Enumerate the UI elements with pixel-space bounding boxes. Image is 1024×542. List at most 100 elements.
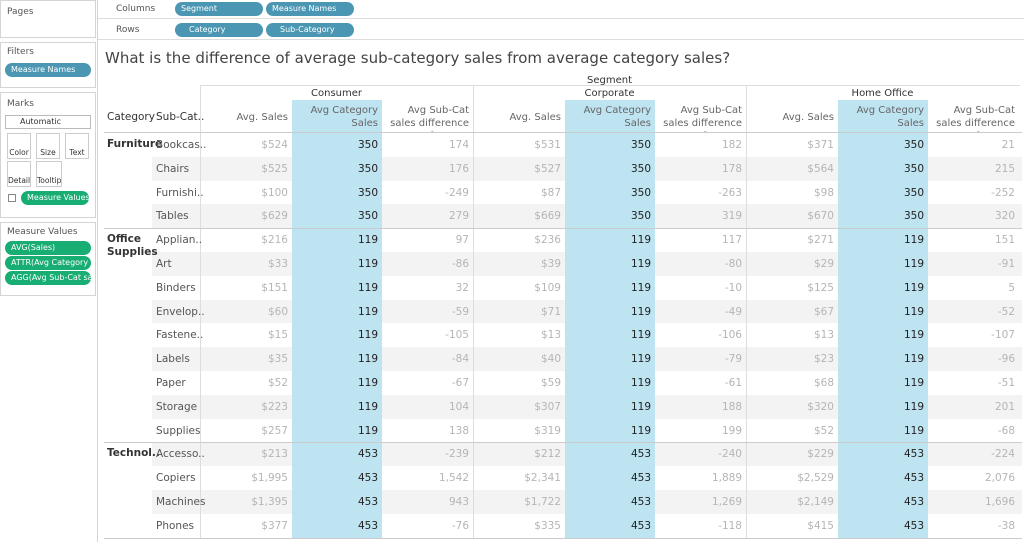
- cell-value: 119: [903, 400, 924, 413]
- measure-pill[interactable]: ATTR(Avg Category ...: [5, 256, 91, 270]
- text-icon: [8, 194, 16, 202]
- marks-card: Marks Automatic Color Size Text Detail T…: [0, 92, 96, 218]
- cell-value: $151: [261, 281, 288, 294]
- cell-value: $2,341: [524, 472, 561, 485]
- segment-divider: [200, 85, 201, 538]
- cell-value: -76: [451, 519, 469, 532]
- cell-value: -224: [991, 448, 1015, 461]
- subcategory-label: Labels: [156, 353, 190, 366]
- cell-value: 119: [357, 329, 378, 342]
- cell-value: $320: [807, 400, 834, 413]
- marks-pill[interactable]: Measure Values: [21, 191, 89, 205]
- cell-value: $271: [807, 234, 834, 247]
- segment-divider: [473, 85, 474, 538]
- shelf-pill[interactable]: Segment: [175, 2, 263, 16]
- cell-value: -80: [724, 258, 742, 270]
- cell-value: 453: [357, 496, 378, 508]
- subcategory-label: Supplies: [156, 424, 201, 437]
- cell-value: 453: [630, 519, 651, 532]
- shelf-pill[interactable]: Category: [175, 23, 263, 37]
- cell-value: 350: [357, 162, 378, 175]
- filter-pill[interactable]: Measure Names: [5, 63, 91, 77]
- group-line: [104, 228, 1022, 230]
- cell-value: -249: [445, 186, 469, 199]
- measure-header: Avg Sub-Cat sales difference from A..: [390, 105, 469, 132]
- cell-value: $213: [261, 448, 288, 461]
- cell-value: 119: [630, 400, 651, 413]
- cell-value: 151: [994, 234, 1015, 247]
- cell-value: 119: [903, 424, 924, 437]
- cell-value: 453: [630, 448, 651, 461]
- subcategory-label: Copiers: [156, 472, 196, 485]
- cell-value: 21: [1001, 139, 1015, 151]
- cell-value: $319: [534, 424, 561, 437]
- cell-value: 350: [630, 162, 651, 175]
- measure-header: Avg Sub-Cat sales difference from A..: [936, 105, 1015, 132]
- cell-value: -107: [991, 329, 1015, 342]
- cell-value: -67: [451, 377, 469, 389]
- marks-button[interactable]: Tooltip: [36, 161, 62, 187]
- cell-value: 1,542: [438, 472, 469, 485]
- cell-value: -68: [997, 424, 1015, 437]
- cell-value: 350: [357, 186, 378, 199]
- marks-button[interactable]: Text: [65, 133, 89, 159]
- cell-value: $29: [813, 258, 834, 270]
- cell-value: -86: [451, 258, 469, 270]
- cell-value: 453: [357, 472, 378, 485]
- cell-value: 119: [903, 305, 924, 318]
- cell-value: $33: [267, 258, 288, 270]
- cell-value: 319: [721, 210, 742, 223]
- measure-pill[interactable]: AGG(Avg Sub-Cat sa...: [5, 271, 91, 285]
- cell-value: -239: [445, 448, 469, 461]
- cell-value: $60: [267, 305, 288, 318]
- cell-value: $564: [807, 162, 834, 175]
- cell-value: 119: [357, 424, 378, 437]
- cell-value: 138: [448, 424, 469, 437]
- cell-value: 119: [630, 281, 651, 294]
- cell-value: -59: [451, 305, 469, 318]
- marks-button[interactable]: Color: [7, 133, 31, 159]
- subcategory-label: Phones: [156, 519, 194, 532]
- row-header: Sub-Cat..: [156, 111, 205, 123]
- marks-button[interactable]: Detail: [7, 161, 31, 187]
- cell-value: $68: [813, 377, 834, 389]
- highlight-column: [838, 100, 928, 538]
- shelf-pill[interactable]: Sub-Category: [266, 23, 354, 37]
- cell-value: 176: [448, 162, 469, 175]
- category-label: Office Supplies: [107, 233, 158, 259]
- cell-value: $13: [540, 329, 561, 342]
- segment-label: Home Office: [851, 88, 914, 99]
- measure-pill[interactable]: AVG(Sales): [5, 241, 91, 255]
- subcategory-label: Applian..: [156, 234, 203, 247]
- cell-value: $229: [807, 448, 834, 461]
- cell-value: 104: [448, 400, 469, 413]
- measure-header: Avg. Sales: [509, 112, 562, 123]
- cell-value: 119: [357, 234, 378, 247]
- highlight-column: [565, 100, 655, 538]
- cell-value: $2,149: [797, 496, 834, 508]
- cell-value: $125: [807, 281, 834, 294]
- cell-value: 2,076: [984, 472, 1015, 485]
- cell-value: $67: [813, 305, 834, 318]
- cell-value: 1,889: [711, 472, 742, 485]
- cell-value: $71: [540, 305, 561, 318]
- cell-value: -51: [997, 377, 1015, 389]
- mark-type-dropdown[interactable]: Automatic: [5, 115, 91, 129]
- cell-value: 215: [994, 162, 1015, 175]
- subcategory-label: Bookcas..: [156, 139, 207, 151]
- cell-value: 119: [903, 329, 924, 342]
- cell-value: $236: [534, 234, 561, 247]
- shelf-pill[interactable]: Measure Names: [266, 2, 354, 16]
- header-line: [200, 85, 1020, 86]
- cell-value: $670: [807, 210, 834, 223]
- row-header: Category: [107, 111, 155, 123]
- cell-value: -96: [997, 353, 1015, 366]
- cell-value: -240: [718, 448, 742, 461]
- subcategory-label: Machines: [156, 496, 206, 508]
- cell-value: $52: [813, 424, 834, 437]
- marks-button[interactable]: Size: [36, 133, 60, 159]
- cell-value: -105: [445, 329, 469, 342]
- cell-value: $629: [261, 210, 288, 223]
- measure-values-card: Measure Values AVG(Sales) ATTR(Avg Categ…: [0, 222, 96, 296]
